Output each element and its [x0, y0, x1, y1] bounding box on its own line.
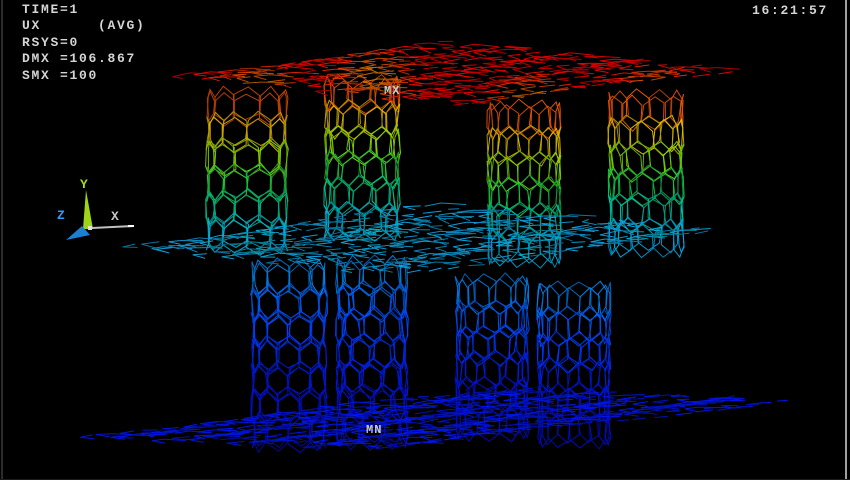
clock-display: 16:21:57 — [752, 3, 829, 18]
triad-x-label: X — [111, 209, 119, 224]
solution-info-line-item: UX (AVG) — [22, 18, 146, 34]
solution-info-line-dmx: DMX =106.867 — [22, 51, 137, 67]
min-node-label: MN — [366, 423, 383, 437]
window-border-left — [1, 0, 3, 480]
solution-info: TIME=1 UX (AVG) RSYS=0 DMX =106.867 SMX … — [22, 2, 146, 84]
solution-info-line-time: TIME=1 — [22, 2, 80, 17]
solution-info-line-rsys: RSYS=0 — [22, 34, 80, 50]
window-border-right — [845, 0, 847, 480]
solution-info-line-smx: SMX =100 — [22, 67, 99, 83]
max-node-label: MX — [384, 84, 401, 98]
triad-y-label: Y — [80, 177, 88, 192]
triad-z-label: Z — [57, 208, 65, 223]
